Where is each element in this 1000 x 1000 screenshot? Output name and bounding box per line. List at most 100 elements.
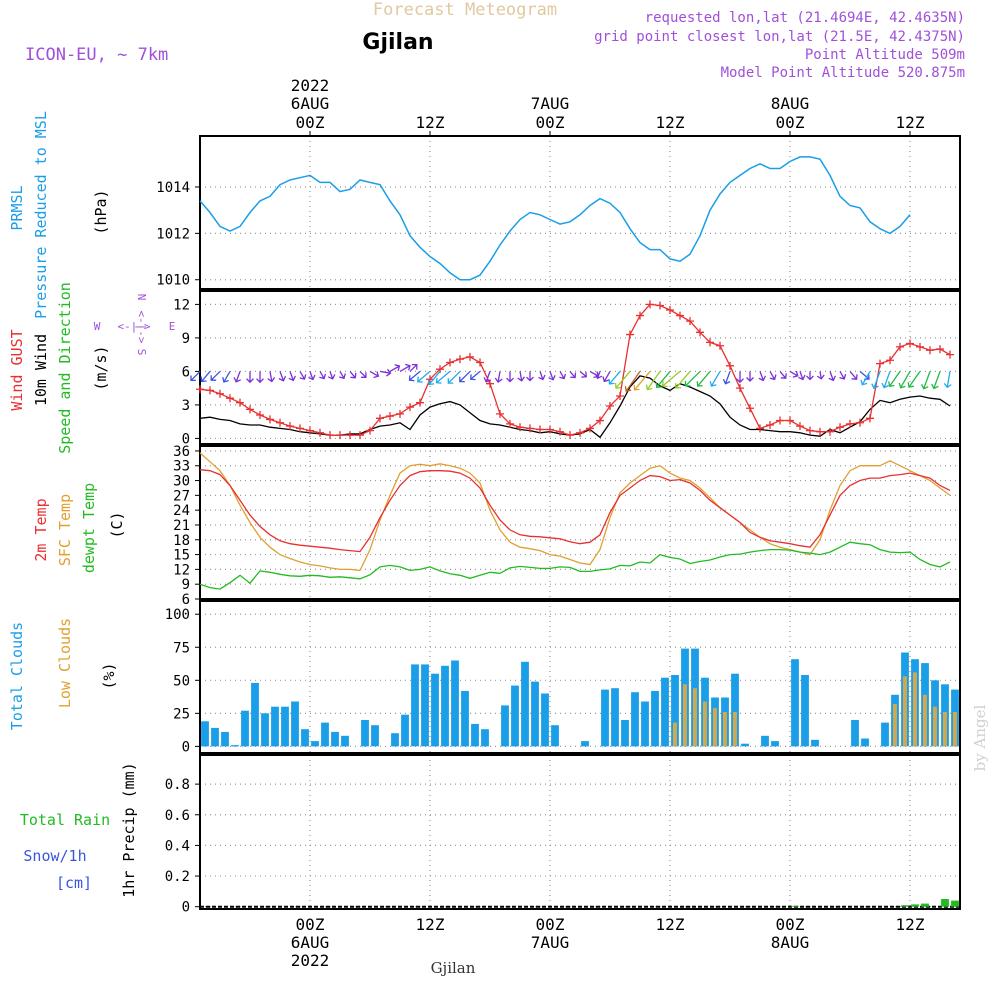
gust-marker [796, 422, 804, 431]
cloud-low-bar [933, 706, 937, 747]
cloud-total-bar [541, 693, 549, 747]
wind-arrow [633, 370, 651, 391]
gust-marker [326, 431, 334, 440]
gust-marker [826, 427, 834, 436]
wind-arrow [222, 371, 231, 383]
y-tick-label: 18 [173, 533, 190, 549]
cloud-total-bar [791, 659, 799, 747]
y-tick-label: 12 [173, 562, 190, 578]
cloud-total-bar [341, 735, 349, 747]
cloud-total-bar [631, 692, 639, 747]
gust-marker [776, 416, 784, 425]
top-year-label: 2022 [291, 76, 330, 95]
gust-marker [256, 410, 264, 419]
gust-marker [286, 422, 294, 431]
cloud-total-bar [471, 723, 479, 747]
cloud-total-bar [371, 725, 379, 747]
grid-point-coordinates: grid point closest lon,lat (21.5E, 42.43… [594, 29, 965, 45]
wind-arrow [614, 370, 631, 389]
watermark: by Angel [971, 704, 989, 771]
dewpt-temp-label: dewpt Temp [80, 483, 98, 573]
gust-marker [806, 426, 814, 435]
top-day-label: 6AUG [291, 94, 330, 113]
wind-arrow [379, 368, 392, 377]
gust-marker [636, 311, 644, 320]
cloud-total-bar [661, 677, 669, 747]
cloud-total-bar [441, 665, 449, 747]
model-point-altitude: Model Point Altitude 520.875m [721, 65, 965, 81]
cloud-total-bar [581, 741, 589, 747]
panels: 1010101210140369126912151821242730333602… [156, 135, 961, 916]
y-tick-label: 15 [173, 548, 190, 564]
y-tick-label: 0.4 [165, 838, 190, 854]
gust-marker [366, 426, 374, 435]
y-tick-label: 21 [173, 518, 190, 534]
panel-frame-precip [199, 754, 961, 910]
gust-marker [496, 409, 504, 418]
cloud-total-bar [811, 739, 819, 747]
wind-arrow [526, 371, 534, 382]
rain-bar [941, 899, 949, 907]
compass-e: E [169, 320, 176, 333]
cloud-low-bar [923, 694, 927, 747]
cloud-low-bar [953, 712, 957, 747]
wind-arrow [517, 371, 526, 382]
wind-arrow [602, 371, 611, 383]
wind-arrow [359, 370, 367, 378]
cloud-total-bar [261, 713, 269, 747]
wind-arrow [494, 371, 503, 384]
cloud-total-bar [241, 710, 249, 747]
cloud-total-bar [881, 722, 889, 747]
series-wind-gust [199, 303, 951, 436]
chart-title: Forecast Meteogram [373, 0, 557, 20]
cloud-total-bar [291, 701, 299, 747]
gust-marker [476, 358, 484, 367]
wind-arrow [469, 370, 481, 381]
compass-rose: W E <-|-> N <-|-> S [94, 294, 176, 356]
cloud-total-bar [551, 725, 559, 747]
ten-m-wind-label: 10m Wind [32, 334, 50, 406]
cloud-total-bar [521, 661, 529, 747]
gust-marker [646, 300, 654, 309]
gust-marker [296, 424, 304, 433]
y-tick-label: 9 [182, 331, 190, 347]
cloud-total-bar [671, 675, 679, 747]
gust-marker [856, 418, 864, 427]
gust-marker [906, 339, 914, 348]
y-tick-label: 33 [173, 459, 190, 475]
gust-marker [216, 389, 224, 398]
y-tick-label: 75 [173, 640, 190, 656]
gust-marker [706, 338, 714, 347]
wind-arrow [898, 371, 911, 389]
wind-arrow [888, 371, 901, 388]
precip-unit: 1hr Precip (mm) [120, 762, 138, 897]
gust-marker [586, 424, 594, 433]
wind-arrow [828, 371, 836, 382]
gust-marker [226, 394, 234, 403]
cloud-low-bar [893, 704, 897, 747]
wind-arrow [871, 371, 881, 390]
speed-direction-label: Speed and Direction [56, 282, 74, 454]
gust-marker [896, 342, 904, 351]
wind-arrow [428, 370, 441, 386]
cloud-total-bar [481, 729, 489, 747]
requested-coordinates: requested lon,lat (21.4694E, 42.4635N) [645, 10, 965, 26]
wind-arrow [246, 371, 254, 384]
wind-arrow [267, 371, 276, 383]
y-tick-label: 1010 [156, 273, 190, 289]
wind-arrow [684, 370, 701, 387]
cloud-total-bar [281, 706, 289, 747]
wind-arrow [569, 370, 577, 379]
wind-arrow [369, 370, 380, 379]
cloud-total-bar [741, 743, 749, 747]
gust-marker [196, 385, 204, 394]
gust-marker [596, 416, 604, 425]
wind-arrow [308, 371, 316, 381]
rain-bar [951, 900, 959, 907]
gust-marker [816, 427, 824, 436]
gust-marker [756, 424, 764, 433]
wind-arrow [288, 371, 296, 382]
rain-bar [921, 903, 929, 907]
cloud-total-bar [411, 664, 419, 747]
